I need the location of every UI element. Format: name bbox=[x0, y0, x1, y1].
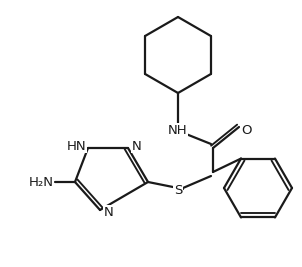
Text: N: N bbox=[104, 206, 114, 218]
Text: S: S bbox=[174, 183, 182, 197]
Text: H₂N: H₂N bbox=[28, 175, 53, 189]
Text: N: N bbox=[132, 139, 142, 152]
Text: O: O bbox=[241, 124, 251, 136]
Text: NH: NH bbox=[168, 124, 188, 136]
Text: HN: HN bbox=[67, 139, 87, 152]
